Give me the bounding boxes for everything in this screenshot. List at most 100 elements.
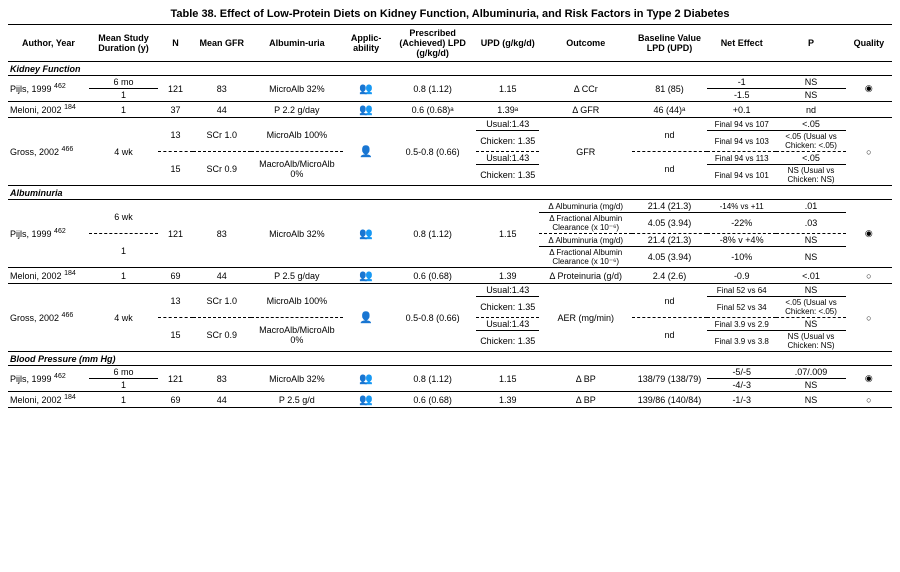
cell: 462	[54, 228, 66, 235]
cell: SCr 0.9	[193, 152, 251, 186]
cell: MicroAlb 32%	[251, 366, 343, 392]
cell: SCr 1.0	[193, 284, 251, 318]
quality-icon: ○	[846, 284, 892, 352]
people-icon: 👥	[343, 392, 389, 408]
people-icon: 👥	[343, 76, 389, 102]
cell: -4/-3	[707, 379, 776, 392]
cell: NS	[776, 89, 845, 102]
h-albuminuria: Albumin-uria	[251, 25, 343, 62]
cell: 13	[158, 284, 193, 318]
table-title: Table 38. Effect of Low-Protein Diets on…	[8, 8, 892, 20]
cell: MacroAlb/MicroAlb 0%	[251, 152, 343, 186]
cell: 1	[89, 89, 158, 102]
cell: NS	[776, 76, 845, 89]
cell: MicroAlb 100%	[251, 118, 343, 152]
people-icon: 👥	[343, 366, 389, 392]
cell: -0.9	[707, 268, 776, 284]
cell: -22%	[707, 213, 776, 234]
cell: 0.8 (1.12)	[389, 200, 476, 268]
cell: -1/-3	[707, 392, 776, 408]
cell: Meloni, 2002	[10, 105, 62, 115]
person-icon: 👤	[343, 284, 389, 352]
h-baseline: Baseline Value LPD (UPD)	[632, 25, 707, 62]
cell: 69	[158, 392, 193, 408]
quality-icon: ◉	[846, 76, 892, 102]
table-row: Pijls, 1999 462 6 mo 121 83 MicroAlb 32%…	[8, 76, 892, 89]
cell: -8% v +4%	[707, 234, 776, 247]
cell: 121	[158, 366, 193, 392]
table-row: Meloni, 2002 184 1 69 44 P 2.5 g/d 👥 0.6…	[8, 392, 892, 408]
cell: <.05	[776, 152, 845, 165]
cell: Meloni, 2002	[10, 271, 62, 281]
h-lpd: Prescribed (Achieved) LPD (g/kg/d)	[389, 25, 476, 62]
cell: P 2.5 g/day	[251, 268, 343, 284]
quality-icon: ○	[846, 392, 892, 408]
cell: 1.39	[476, 392, 540, 408]
quality-icon: ◉	[846, 200, 892, 268]
people-icon: 👥	[343, 200, 389, 268]
cell: 21.4 (21.3)	[632, 234, 707, 247]
cell: 121	[158, 200, 193, 268]
cell: NS (Usual vs Chicken: NS)	[776, 331, 845, 352]
cell: Pijls, 1999	[10, 229, 52, 239]
cell: nd	[632, 318, 707, 352]
cell: 466	[62, 312, 74, 319]
cell: 466	[62, 146, 74, 153]
cell: <.01	[776, 268, 845, 284]
people-icon: 👥	[343, 102, 389, 118]
cell: Δ Albuminuria (mg/d)	[539, 234, 631, 247]
cell: 37	[158, 102, 193, 118]
cell: 1.39	[476, 268, 540, 284]
quality-icon: ○	[846, 118, 892, 186]
h-duration: Mean Study Duration (y)	[89, 25, 158, 62]
cell: NS (Usual vs Chicken: NS)	[776, 165, 845, 186]
cell: <.05 (Usual vs Chicken: <.05)	[776, 297, 845, 318]
cell: Final 52 vs 34	[707, 297, 776, 318]
cell: NS	[776, 284, 845, 297]
cell: 44	[193, 102, 251, 118]
cell: 1	[89, 234, 158, 268]
table-row: Pijls, 1999 462 6 wk 121 83 MicroAlb 32%…	[8, 200, 892, 213]
cell: 139/86 (140/84)	[632, 392, 707, 408]
section-bp: Blood Pressure (mm Hg)	[8, 352, 892, 366]
cell: Δ CCr	[539, 76, 631, 102]
table-row: Gross, 2002 466 4 wk 13 SCr 1.0 MicroAlb…	[8, 284, 892, 297]
cell: 462	[54, 83, 66, 90]
people-icon: 👥	[343, 268, 389, 284]
cell: SCr 0.9	[193, 318, 251, 352]
cell: Chicken: 1.35	[476, 131, 540, 152]
cell: 0.6 (0.68)	[389, 392, 476, 408]
cell: nd	[632, 118, 707, 152]
cell: Final 3.9 vs 3.8	[707, 331, 776, 352]
cell: 1	[89, 102, 158, 118]
cell: 2.4 (2.6)	[632, 268, 707, 284]
cell: MicroAlb 32%	[251, 76, 343, 102]
cell: 0.6 (0.68)	[389, 268, 476, 284]
cell: 83	[193, 366, 251, 392]
cell: Final 52 vs 64	[707, 284, 776, 297]
cell: Gross, 2002	[10, 147, 59, 157]
cell: Meloni, 2002	[10, 395, 62, 405]
cell: 1	[89, 379, 158, 392]
cell: Gross, 2002	[10, 313, 59, 323]
cell: -1	[707, 76, 776, 89]
cell: P 2.2 g/day	[251, 102, 343, 118]
data-table: Author, Year Mean Study Duration (y) N M…	[8, 24, 892, 408]
cell: Δ GFR	[539, 102, 631, 118]
cell: 13	[158, 118, 193, 152]
cell: 138/79 (138/79)	[632, 366, 707, 392]
cell: 4 wk	[89, 118, 158, 186]
section-alb: Albuminuria	[8, 186, 892, 200]
cell: 46 (44)ᵃ	[632, 102, 707, 118]
cell	[846, 102, 892, 118]
cell: nd	[776, 102, 845, 118]
cell: 1.15	[476, 200, 540, 268]
cell: 0.5-0.8 (0.66)	[389, 284, 476, 352]
cell: 15	[158, 318, 193, 352]
cell: Final 94 vs 101	[707, 165, 776, 186]
cell: GFR	[539, 118, 631, 186]
cell: Pijls, 1999	[10, 84, 52, 94]
cell: NS	[776, 379, 845, 392]
cell: .07/.009	[776, 366, 845, 379]
cell: 6 wk	[89, 200, 158, 234]
